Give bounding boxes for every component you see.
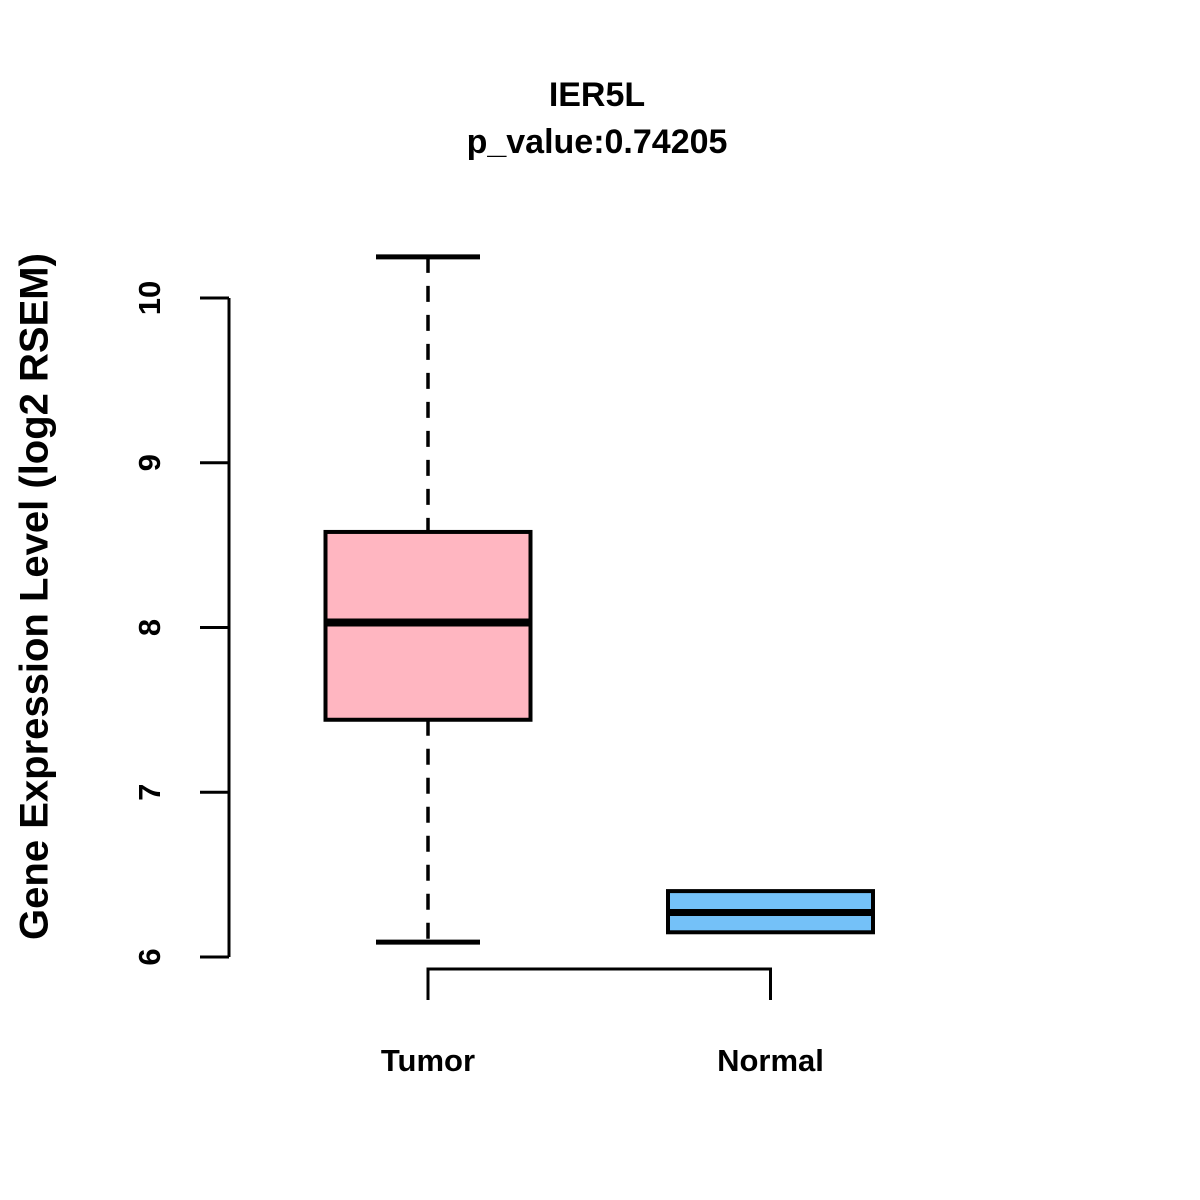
y-axis-tick-label: 8 (132, 619, 167, 636)
y-axis-tick-label: 6 (132, 948, 167, 965)
y-axis-tick-label: 9 (132, 454, 167, 471)
y-axis-tick-label: 7 (132, 784, 167, 801)
chart-subtitle: p_value:0.74205 (466, 123, 728, 161)
comparison-bracket (426, 967, 772, 1000)
chart-title-block: IER5L p_value:0.74205 (0, 72, 1194, 166)
normal-boxplot (666, 889, 875, 935)
category-label-normal: Normal (717, 1043, 824, 1078)
category-label-tumor: Tumor (381, 1043, 475, 1078)
tumor-boxplot (323, 254, 533, 945)
y-axis-tick-label: 10 (132, 281, 167, 315)
chart-title: IER5L (548, 76, 646, 114)
